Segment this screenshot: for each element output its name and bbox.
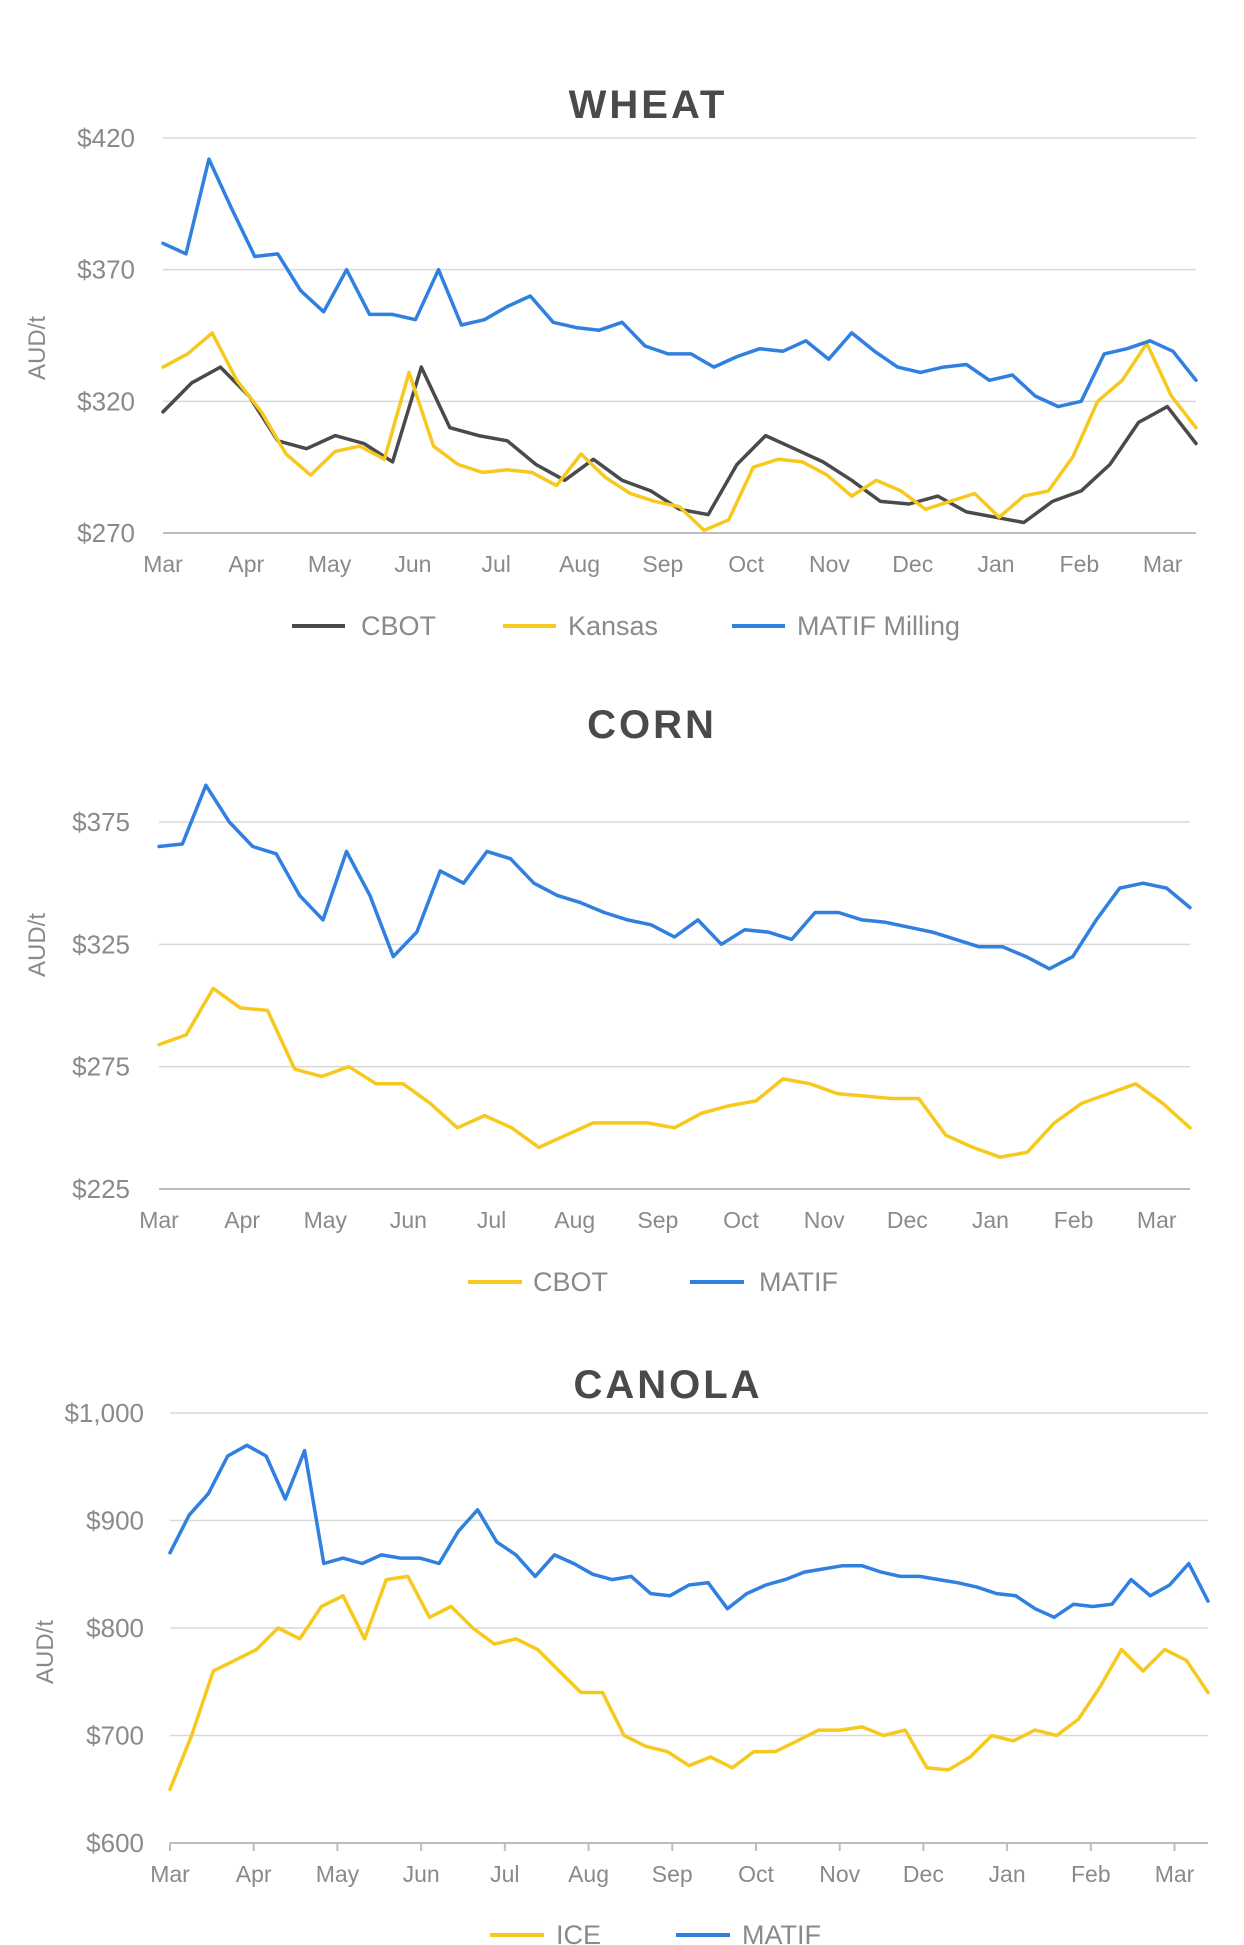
corn-ytick-label: $275 bbox=[72, 1052, 130, 1082]
corn-xtick-label: Aug bbox=[554, 1207, 595, 1233]
wheat-ytick-label: $420 bbox=[77, 123, 135, 153]
canola-xtick-label: Dec bbox=[903, 1861, 944, 1887]
corn-xtick-label: Oct bbox=[723, 1207, 759, 1233]
legend-label-matif-milling: MATIF Milling bbox=[797, 611, 960, 641]
wheat-xtick-label: Sep bbox=[642, 551, 683, 577]
corn-ylabel: AUD/t bbox=[24, 913, 51, 977]
legend-label-cbot: CBOT bbox=[361, 611, 436, 641]
wheat-xtick-label: Jan bbox=[978, 551, 1015, 577]
wheat-ytick-label: $320 bbox=[77, 386, 135, 416]
canola-xtick-label: Mar bbox=[1155, 1861, 1195, 1887]
wheat-xtick-label: Nov bbox=[809, 551, 850, 577]
corn-xtick-label: Feb bbox=[1054, 1207, 1094, 1233]
corn-series-cbot bbox=[157, 986, 1192, 1159]
wheat-series-cbot bbox=[161, 365, 1198, 525]
canola-xtick-label: Aug bbox=[568, 1861, 609, 1887]
wheat-series-kansas bbox=[161, 331, 1198, 533]
canola-xtick-label: Feb bbox=[1071, 1861, 1111, 1887]
legend-label-ice: ICE bbox=[556, 1920, 601, 1945]
corn-title: CORN bbox=[587, 703, 717, 747]
corn-xtick-label: Jul bbox=[477, 1207, 506, 1233]
wheat-xtick-label: Apr bbox=[228, 551, 264, 577]
canola-xtick-label: Jul bbox=[490, 1861, 519, 1887]
canola-xtick-label: Mar bbox=[150, 1861, 190, 1887]
wheat-series-matif-milling bbox=[161, 157, 1198, 409]
legend-label-matif-canola: MATIF bbox=[742, 1920, 821, 1945]
canola-ytick-label: $900 bbox=[86, 1506, 144, 1536]
canola-xtick-label: Nov bbox=[819, 1861, 860, 1887]
wheat-legend: CBOT Kansas MATIF Milling bbox=[292, 611, 960, 641]
corn-xtick-label: Mar bbox=[139, 1207, 179, 1233]
canola-xtick-label: Jan bbox=[989, 1861, 1026, 1887]
wheat-xtick-label: Jun bbox=[394, 551, 431, 577]
corn-ytick-label: $325 bbox=[72, 929, 130, 959]
legend-label-cbot-corn: CBOT bbox=[533, 1267, 608, 1297]
canola-legend: ICE MATIF bbox=[490, 1920, 821, 1945]
canola-series-ice bbox=[168, 1574, 1210, 1792]
wheat-xtick-label: May bbox=[308, 551, 352, 577]
corn-xtick-label: Jan bbox=[972, 1207, 1009, 1233]
corn-legend: CBOT MATIF bbox=[468, 1267, 838, 1297]
corn-xtick-label: Mar bbox=[1137, 1207, 1177, 1233]
wheat-ylabel: AUD/t bbox=[24, 316, 51, 380]
wheat-xtick-label: Feb bbox=[1060, 551, 1100, 577]
wheat-xtick-label: Jul bbox=[482, 551, 511, 577]
canola-title: CANOLA bbox=[573, 1363, 762, 1407]
wheat-ytick-label: $370 bbox=[77, 255, 135, 285]
canola-xtick-label: Oct bbox=[738, 1861, 774, 1887]
corn-series-matif bbox=[157, 783, 1192, 971]
corn-chart: CORN AUD/t $225 $275 $325 $375 Mar Apr May Jun J… bbox=[24, 703, 1192, 1297]
canola-ylabel: AUD/t bbox=[32, 1620, 59, 1684]
corn-ytick-label: $225 bbox=[72, 1174, 130, 1204]
wheat-xtick-label: Mar bbox=[143, 551, 183, 577]
wheat-xtick-label: Oct bbox=[728, 551, 764, 577]
canola-ytick-label: $800 bbox=[86, 1613, 144, 1643]
wheat-title: WHEAT bbox=[569, 83, 728, 127]
corn-ytick-label: $375 bbox=[72, 807, 130, 837]
wheat-ytick-label: $270 bbox=[77, 518, 135, 548]
canola-xtick-label: Apr bbox=[236, 1861, 272, 1887]
legend-label-matif-corn: MATIF bbox=[759, 1267, 838, 1297]
canola-chart: CANOLA AUD/t $600 $700 $800 $900 $1,000 Mar Ap… bbox=[32, 1363, 1210, 1945]
corn-xtick-label: May bbox=[304, 1207, 348, 1233]
canola-ytick-label: $600 bbox=[86, 1828, 144, 1858]
canola-ytick-label: $1,000 bbox=[64, 1398, 144, 1428]
wheat-xtick-label: Aug bbox=[559, 551, 600, 577]
canola-xtick-label: Sep bbox=[652, 1861, 693, 1887]
canola-series-matif bbox=[168, 1443, 1210, 1620]
corn-xtick-label: Nov bbox=[804, 1207, 845, 1233]
wheat-xtick-label: Mar bbox=[1143, 551, 1183, 577]
canola-ytick-label: $700 bbox=[86, 1721, 144, 1751]
corn-xtick-label: Dec bbox=[887, 1207, 928, 1233]
wheat-chart: WHEAT AUD/t $270 $320 $370 $420 Mar Apr May Jun… bbox=[24, 83, 1198, 641]
canola-xtick-label: Jun bbox=[403, 1861, 440, 1887]
canola-xtick-label: May bbox=[316, 1861, 360, 1887]
legend-label-kansas: Kansas bbox=[568, 611, 658, 641]
corn-xtick-label: Apr bbox=[224, 1207, 260, 1233]
corn-xtick-label: Sep bbox=[637, 1207, 678, 1233]
wheat-xtick-label: Dec bbox=[892, 551, 933, 577]
corn-xtick-label: Jun bbox=[390, 1207, 427, 1233]
